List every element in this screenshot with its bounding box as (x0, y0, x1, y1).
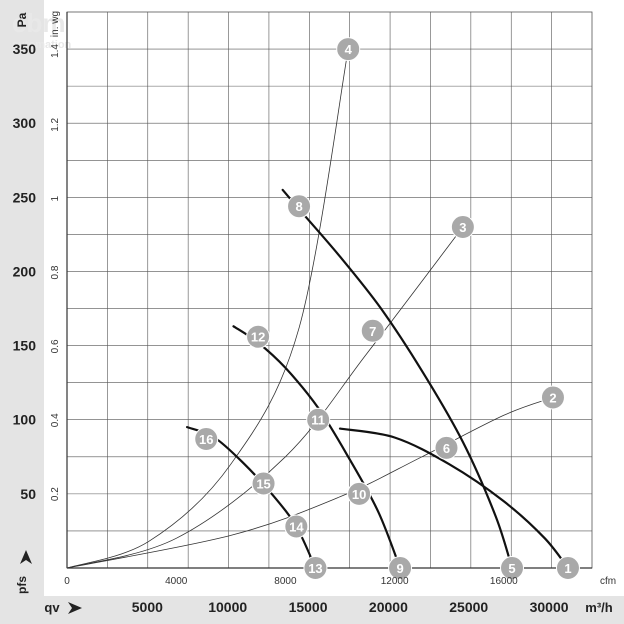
operating-point-label: 2 (549, 390, 556, 405)
operating-point-circle (360, 318, 385, 343)
operating-point-label: 5 (508, 561, 515, 576)
operating-point-label: 8 (295, 199, 302, 214)
x-arrow-icon (68, 602, 82, 614)
y-inwg-tick-label: 1.2 (50, 117, 61, 131)
operating-point-circle (287, 194, 312, 219)
operating-point-label: 12 (251, 330, 265, 345)
x-symbol-label: qv (44, 600, 60, 615)
x-m3h-tick-label: 5000 (132, 599, 163, 615)
y-pa-tick-label: 250 (13, 189, 37, 205)
operating-point-circle (347, 481, 372, 506)
y-pa-tick-label: 100 (13, 412, 37, 428)
operating-point-label: 10 (352, 487, 366, 502)
operating-point-circle (246, 324, 271, 349)
x-m3h-tick-label: 30000 (530, 599, 569, 615)
left-axis-band (0, 0, 44, 596)
x-m3h-tick-label: 25000 (449, 599, 488, 615)
x-m3h-unit-label: m³/h (585, 600, 613, 615)
watermark-text: automation (12, 39, 72, 51)
y-inwg-tick-label: 0.6 (50, 339, 61, 353)
operating-point-circle (555, 556, 580, 580)
operating-point-label: 9 (396, 561, 403, 576)
operating-point-circle (388, 556, 413, 580)
operating-point-label: 4 (345, 42, 353, 57)
x-cfm-tick-label: 8000 (274, 576, 297, 587)
operating-point-label: 16 (199, 432, 213, 447)
fan-curve (338, 427, 570, 570)
x-m3h-tick-label: 15000 (289, 599, 328, 615)
operating-point-label: 3 (459, 220, 466, 235)
bottom-axis-band (0, 596, 624, 624)
x-cfm-unit-label: cfm (600, 576, 616, 587)
x-m3h-tick-label: 20000 (369, 599, 408, 615)
y-inwg-tick-label: 0.4 (50, 413, 61, 427)
y-pa-tick-label: 50 (20, 486, 36, 502)
operating-point-label: 15 (256, 476, 270, 491)
y-symbol-label: pfs (15, 576, 29, 594)
operating-point-label: 7 (369, 324, 376, 339)
x-cfm-tick-label: 16000 (490, 576, 518, 587)
operating-point-circle (450, 214, 475, 239)
operating-point-circle (336, 37, 361, 62)
axis-labels: 501001502002503003500.20.40.60.811.21.4P… (13, 11, 616, 615)
y-inwg-unit-label: in. wg (50, 11, 61, 37)
operating-point-circle (434, 435, 459, 460)
y-inwg-tick-label: 0.8 (50, 265, 61, 279)
y-pa-tick-label: 150 (13, 338, 37, 354)
y-pa-tick-label: 200 (13, 263, 37, 279)
x-cfm-tick-label: 4000 (165, 576, 188, 587)
operating-point-label: 13 (308, 561, 322, 576)
operating-point-circle (194, 427, 219, 452)
y-inwg-tick-label: 0.2 (50, 487, 61, 501)
operating-point-circle (284, 514, 309, 539)
watermark-logo: ebm (12, 8, 65, 38)
fan-curve (281, 188, 514, 570)
y-pa-unit-label: Pa (15, 12, 29, 27)
y-pa-tick-label: 350 (13, 41, 37, 57)
x-cfm-tick-label: 12000 (381, 576, 409, 587)
x-cfm-tick-label: 0 (64, 576, 70, 587)
operating-point-circle (303, 556, 328, 580)
system-curve (66, 49, 349, 569)
operating-point-label: 6 (443, 441, 450, 456)
y-arrow-icon (20, 550, 32, 564)
operating-point-circle (540, 385, 565, 410)
y-inwg-tick-label: 1.4 (50, 44, 61, 58)
operating-point-circle (500, 556, 525, 580)
y-pa-tick-label: 300 (13, 115, 37, 131)
operating-point-label: 1 (564, 561, 571, 576)
y-inwg-tick-label: 1 (50, 195, 61, 201)
operating-point-label: 14 (289, 519, 304, 534)
x-m3h-tick-label: 10000 (208, 599, 247, 615)
operating-point-label: 11 (311, 413, 325, 428)
system-curve (66, 226, 464, 569)
operating-point-circle (251, 471, 276, 496)
operating-point-circle (306, 407, 331, 432)
